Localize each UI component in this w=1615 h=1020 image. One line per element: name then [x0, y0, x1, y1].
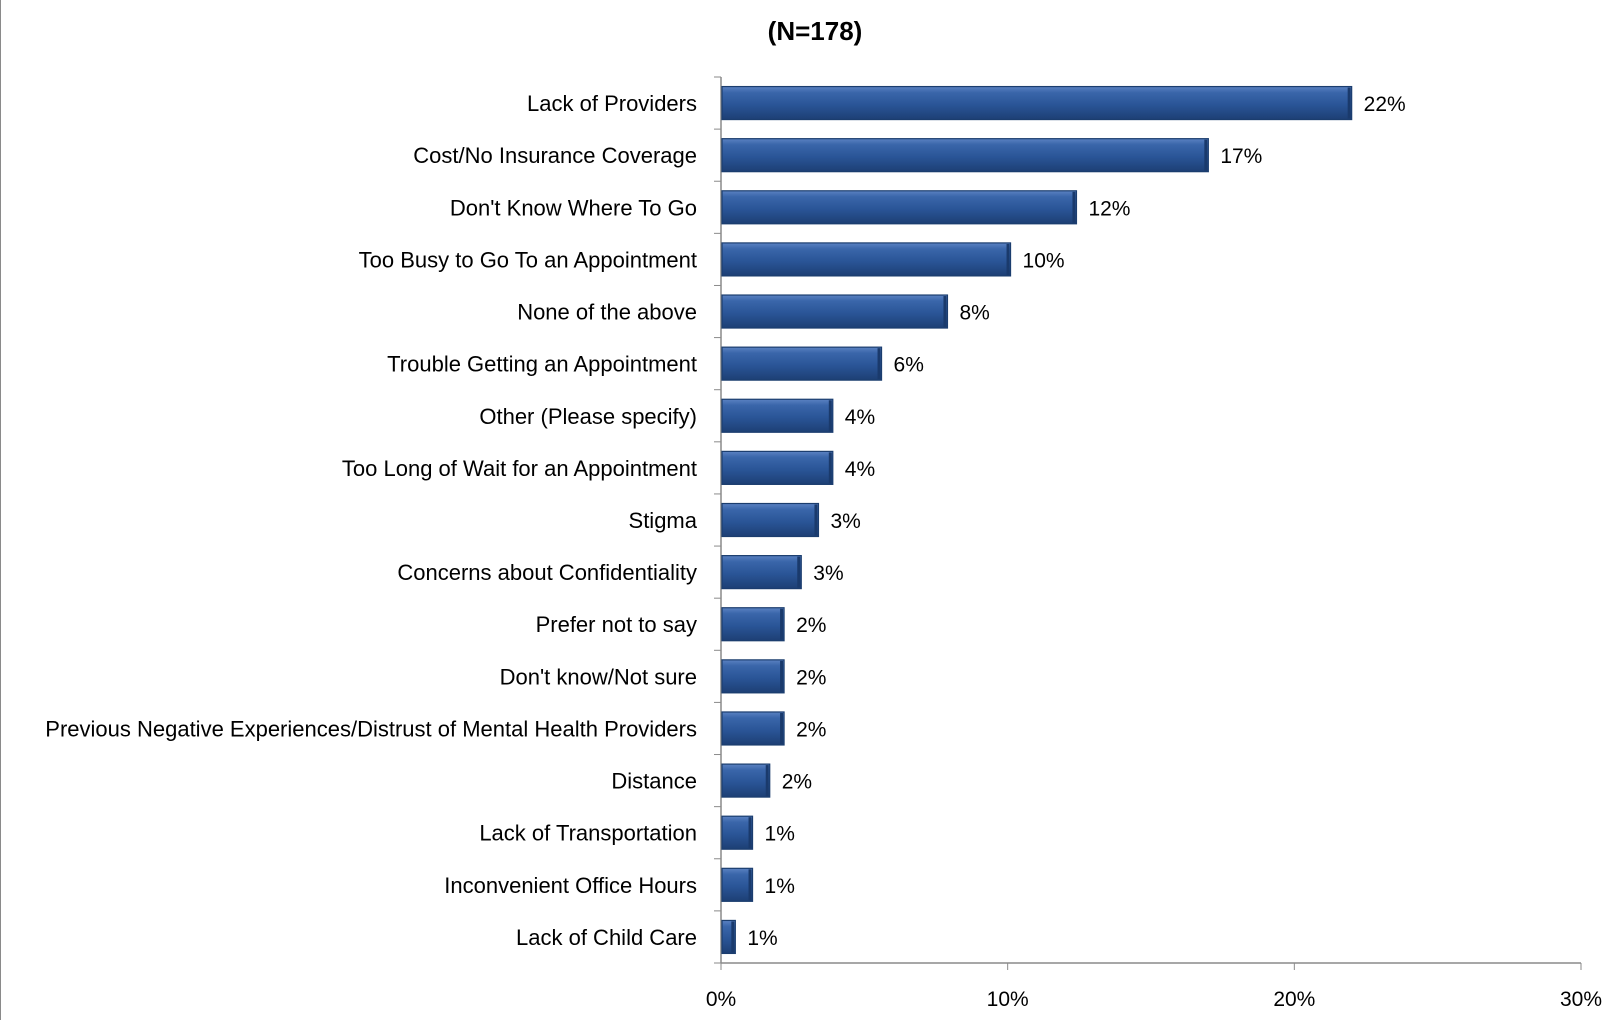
category-label: Trouble Getting an Appointment: [387, 352, 697, 377]
data-label: 6%: [894, 354, 924, 377]
bar: [721, 607, 785, 642]
bar-edge-shade: [748, 817, 752, 849]
category-label: Inconvenient Office Hours: [444, 873, 697, 898]
bar: [721, 242, 1012, 277]
data-label: 4%: [845, 458, 875, 481]
bar: [721, 555, 802, 590]
bar: [721, 763, 771, 798]
bar-edge-shade: [1204, 139, 1208, 171]
category-label: Prefer not to say: [536, 612, 697, 637]
data-label: 2%: [782, 771, 812, 794]
bar: [721, 867, 754, 902]
data-label: 1%: [765, 823, 795, 846]
bar-edge-shade: [943, 296, 947, 328]
category-label: Don't know/Not sure: [500, 664, 697, 689]
data-label: 22%: [1364, 93, 1406, 116]
category-label: Too Long of Wait for an Appointment: [342, 456, 697, 481]
category-label: Lack of Providers: [527, 91, 697, 116]
data-label: 2%: [796, 718, 826, 741]
x-tick-label: 20%: [1273, 988, 1315, 1011]
bar: [721, 659, 785, 694]
bar-edge-shade: [765, 765, 769, 797]
bar: [721, 294, 949, 329]
bar-edge-shade: [797, 556, 801, 588]
category-label: None of the above: [517, 300, 697, 325]
category-label: Other (Please specify): [479, 404, 697, 429]
x-tick-label: 30%: [1560, 988, 1602, 1011]
category-label: Concerns about Confidentiality: [397, 560, 697, 585]
bar-edge-shade: [748, 869, 752, 901]
bar: [721, 190, 1078, 225]
bar: [721, 450, 834, 485]
data-label: 2%: [796, 666, 826, 689]
category-label: Cost/No Insurance Coverage: [413, 143, 697, 168]
bar: [721, 85, 1353, 121]
bar: [721, 138, 1209, 173]
bar-edge-shade: [731, 921, 735, 953]
category-label: Too Busy to Go To an Appointment: [359, 247, 697, 272]
bars: [721, 85, 1353, 955]
category-label: Lack of Child Care: [516, 925, 697, 950]
data-label: 3%: [830, 510, 860, 533]
x-tick-label: 10%: [987, 988, 1029, 1011]
axes: [714, 76, 1582, 970]
data-label: 3%: [813, 562, 843, 585]
bar-edge-shade: [780, 608, 784, 640]
data-label: 8%: [959, 302, 989, 325]
bar-edge-shade: [828, 452, 832, 484]
bar-edge-shade: [877, 348, 881, 380]
bar-edge-shade: [780, 712, 784, 744]
data-label: 12%: [1088, 197, 1130, 220]
data-label: 1%: [747, 927, 777, 950]
x-tick-label: 0%: [706, 988, 736, 1011]
data-label: 10%: [1023, 249, 1065, 272]
bar-edge-shade: [1347, 87, 1351, 119]
bar-edge-shade: [1006, 243, 1010, 275]
bar: [721, 346, 883, 381]
bar: [721, 398, 834, 433]
data-label: 2%: [796, 614, 826, 637]
category-label: Lack of Transportation: [479, 821, 697, 846]
bar-edge-shade: [814, 504, 818, 536]
bar: [721, 502, 820, 538]
chart-title: (N=178): [767, 16, 863, 46]
labels: 0% 10% 20% 30% Lack of Providers 22% Cost/No I…: [45, 91, 1602, 1011]
bar-edge-shade: [780, 660, 784, 692]
bar-edge-shade: [1072, 191, 1076, 223]
data-label: 1%: [765, 875, 795, 898]
data-label: 17%: [1220, 145, 1262, 168]
data-label: 4%: [845, 406, 875, 429]
category-label: Don't Know Where To Go: [450, 195, 697, 220]
category-label: Previous Negative Experiences/Distrust o…: [45, 716, 697, 741]
bar-edge-shade: [828, 400, 832, 432]
category-label: Stigma: [629, 508, 698, 533]
bar: [721, 815, 754, 850]
bar: [721, 711, 785, 746]
category-label: Distance: [611, 769, 697, 794]
